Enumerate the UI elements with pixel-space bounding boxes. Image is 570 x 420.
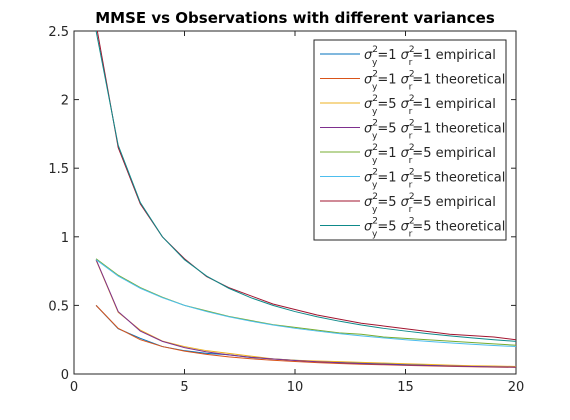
series-line-6 xyxy=(95,259,516,348)
y-tick-label: 1 xyxy=(61,231,69,246)
x-tick-label: 5 xyxy=(180,380,188,395)
y-tick-label: 2.5 xyxy=(48,25,69,40)
legend-entry: σ2 y=1 σ2 r=5 empirical xyxy=(320,143,496,166)
legend-entry: σ2 y=1 σ2 r=1 theoretical xyxy=(320,70,505,93)
legend-label: σ2 y=1 σ2 r=5 empirical xyxy=(364,143,496,166)
x-tick-label: 10 xyxy=(287,380,304,395)
y-tick-label: 0 xyxy=(61,368,69,383)
legend-entry: σ2 y=5 σ2 r=1 empirical xyxy=(320,94,496,117)
legend-label: σ2 y=5 σ2 r=5 empirical xyxy=(364,192,496,215)
x-tick-label: 0 xyxy=(70,380,78,395)
legend-label: σ2 y=5 σ2 r=1 empirical xyxy=(364,94,496,117)
legend-label: σ2 y=1 σ2 r=1 empirical xyxy=(364,45,496,68)
series-line-8 xyxy=(95,31,516,342)
legend-label: σ2 y=5 σ2 r=1 theoretical xyxy=(364,119,505,142)
legend-entry: σ2 y=1 σ2 r=5 theoretical xyxy=(320,168,505,191)
legend-entry: σ2 y=5 σ2 r=5 theoretical xyxy=(320,217,505,240)
legend-entry: σ2 y=5 σ2 r=1 theoretical xyxy=(320,119,505,142)
x-tick-label: 20 xyxy=(508,380,525,395)
y-tick-label: 2 xyxy=(61,94,69,109)
y-tick-label: 1.5 xyxy=(48,162,69,177)
series-line-4 xyxy=(95,259,516,368)
legend-label: σ2 y=1 σ2 r=1 theoretical xyxy=(364,70,505,93)
legend-label: σ2 y=5 σ2 r=5 theoretical xyxy=(364,217,505,240)
y-tick-label: 0.5 xyxy=(48,299,69,314)
legend-label: σ2 y=1 σ2 r=5 theoretical xyxy=(364,168,505,191)
legend-box xyxy=(313,39,507,241)
x-tick-label: 15 xyxy=(397,380,414,395)
chart-title: MMSE vs Observations with different vari… xyxy=(95,9,495,27)
axes: 0 5 10 15 20 0 0.5 1 1.5 2 2.5 xyxy=(48,25,524,395)
series-lines xyxy=(95,31,516,368)
legend-entry: σ2 y=5 σ2 r=5 empirical xyxy=(320,192,496,215)
legend-entry: σ2 y=1 σ2 r=1 empirical xyxy=(320,45,496,68)
